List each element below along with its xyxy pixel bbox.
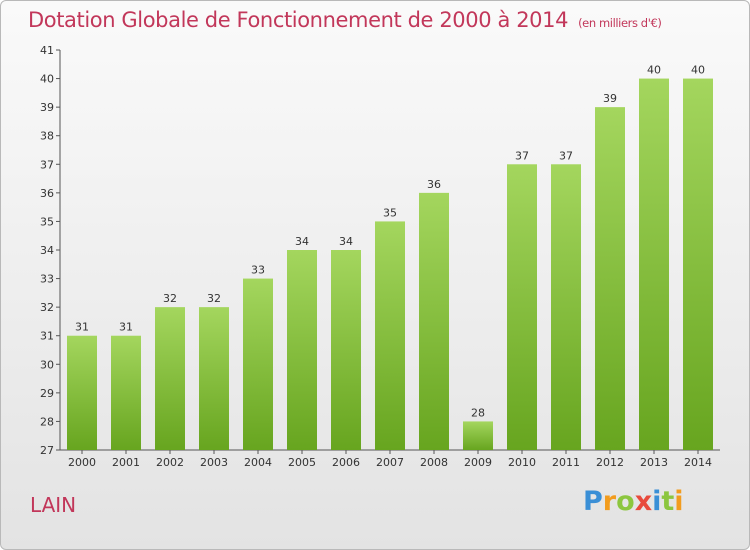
bar [331,250,361,450]
bar-value-label: 33 [251,264,265,277]
bar-value-label: 36 [427,178,441,191]
y-tick-label: 38 [40,130,54,143]
logo-letter: x [634,486,653,517]
x-tick-label: 2005 [288,456,316,469]
bar [287,250,317,450]
bar-value-label: 31 [75,321,89,334]
x-tick-label: 2014 [684,456,712,469]
chart-title: Dotation Globale de Fonctionnement de 20… [28,8,662,32]
y-tick-label: 40 [40,73,54,86]
proxiti-logo: Proxiti [583,486,684,517]
bar [595,107,625,451]
bar-value-label: 39 [603,92,617,105]
y-tick-label: 30 [40,358,54,371]
y-tick-label: 32 [40,301,54,314]
bar-value-label: 40 [691,64,705,77]
bar [111,335,141,450]
bar-value-label: 34 [339,235,353,248]
x-tick-label: 2007 [376,456,404,469]
x-tick-label: 2009 [464,456,492,469]
bar [463,421,493,450]
bar [199,307,229,450]
chart-unit-note: (en milliers d'€) [578,16,662,30]
y-tick-label: 27 [40,444,54,457]
bar-value-label: 37 [515,149,529,162]
y-tick-label: 37 [40,158,54,171]
bar [683,78,713,451]
bar-value-label: 28 [471,406,485,419]
y-tick-label: 28 [40,415,54,428]
x-tick-label: 2008 [420,456,448,469]
x-tick-label: 2013 [640,456,668,469]
y-tick-label: 35 [40,215,54,228]
x-tick-label: 2004 [244,456,272,469]
bar-value-label: 31 [119,321,133,334]
bar [375,221,405,450]
x-tick-label: 2003 [200,456,228,469]
y-tick-label: 36 [40,187,54,200]
logo-letter: i [652,486,662,517]
y-tick-label: 41 [40,44,54,57]
bar [507,164,537,451]
y-tick-label: 31 [40,330,54,343]
y-tick-label: 39 [40,101,54,114]
chart-value-labels: 31 31 32 32 33 34 34 35 36 28 37 37 39 40 40 [75,64,705,420]
bar-value-label: 32 [163,292,177,305]
y-tick-label: 34 [40,244,54,257]
commune-name: LAIN [30,493,77,517]
x-tick-label: 2001 [112,456,140,469]
logo-letter: i [674,486,684,517]
logo-letter: o [616,486,635,517]
bar-value-label: 35 [383,206,397,219]
logo-letter: r [602,486,617,517]
bar [155,307,185,450]
x-tick-label: 2000 [68,456,96,469]
y-tick-label: 29 [40,387,54,400]
x-tick-label: 2006 [332,456,360,469]
bar [551,164,581,451]
bar [243,278,273,450]
bar-value-label: 40 [647,64,661,77]
bar-value-label: 37 [559,149,573,162]
chart-bars [67,78,713,451]
bar-value-label: 34 [295,235,309,248]
logo-letter: P [583,486,603,517]
logo-letter: t [661,486,675,517]
x-tick-label: 2002 [156,456,184,469]
chart-title-text: Dotation Globale de Fonctionnement de 20… [28,8,569,32]
x-tick-label: 2012 [596,456,624,469]
x-tick-label: 2010 [508,456,536,469]
bar-value-label: 32 [207,292,221,305]
bar [419,192,449,450]
bar [639,78,669,451]
bar [67,335,97,450]
x-tick-label: 2011 [552,456,580,469]
y-tick-label: 33 [40,273,54,286]
